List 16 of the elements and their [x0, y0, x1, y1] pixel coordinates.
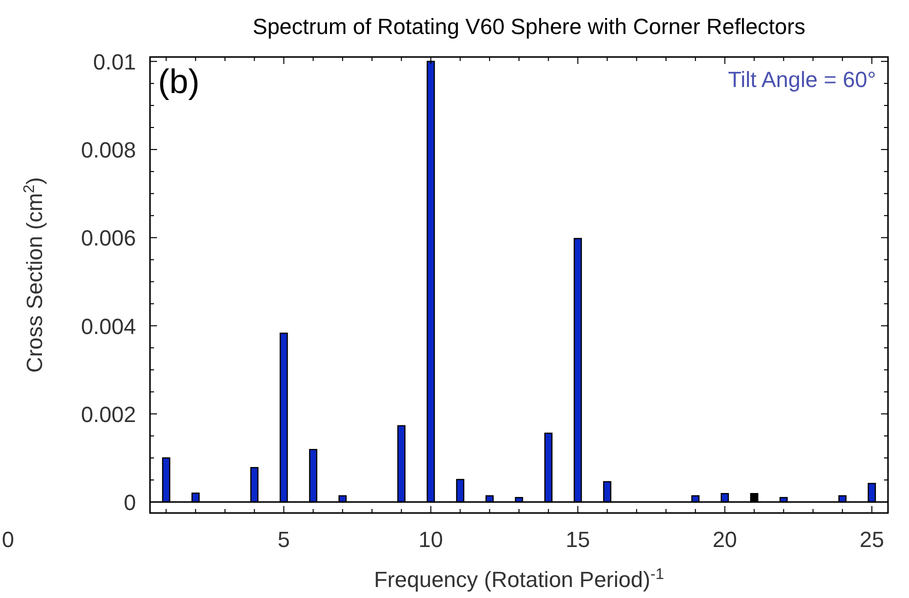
x-tick-label: 15: [566, 527, 590, 552]
chart-title: Spectrum of Rotating V60 Sphere with Corner Reflectors: [252, 14, 806, 39]
annotation: Tilt Angle = 60°: [728, 67, 876, 92]
y-tick-label: 0.004: [80, 314, 136, 339]
x-tick-label: 10: [418, 527, 444, 552]
text: 0: [2, 527, 14, 552]
y-tick-label: 0.002: [80, 402, 136, 427]
y-tick-label: 0.006: [80, 226, 136, 251]
y-tick-label: 0: [124, 490, 136, 515]
x-tick-label: 25: [860, 527, 884, 552]
x-axis-title: Frequency (Rotation Period)$^{-1}$: [374, 566, 664, 592]
annotation: (b): [158, 63, 200, 101]
y-tick-label: 0.008: [80, 138, 136, 163]
x-tick-label: 20: [712, 527, 738, 552]
y-tick-label: 0.01: [93, 49, 136, 74]
x-tick-label: 5: [278, 527, 290, 552]
